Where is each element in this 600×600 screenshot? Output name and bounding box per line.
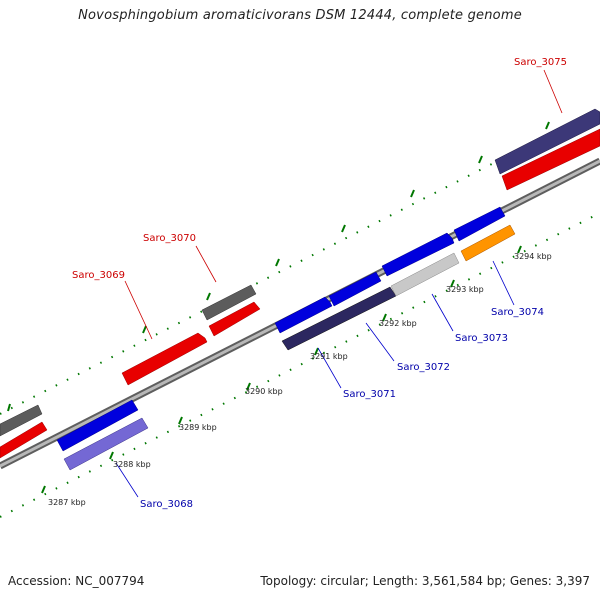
gene-feature-saro-3073[interactable] (381, 232, 455, 277)
gene-label-saro-3072[interactable]: Saro_3072 (397, 362, 450, 373)
gene-label-saro-3071[interactable]: Saro_3071 (343, 389, 396, 400)
major-tick (341, 224, 346, 233)
gene-feature-saro-3074[interactable] (453, 206, 506, 242)
major-tick (314, 347, 319, 356)
tick-label: 3291 kbp (310, 352, 348, 361)
gene-feature-saro-3072-lightgray[interactable] (390, 252, 460, 297)
leader-saro-3069 (124, 280, 153, 340)
tick-label: 3294 kbp (514, 252, 552, 261)
tick-label: 3293 kbp (446, 285, 484, 294)
gene-label-saro-3070[interactable]: Saro_3070 (143, 233, 196, 244)
major-tick (109, 451, 114, 460)
gene-feature-saro-3068-rev[interactable] (63, 417, 149, 471)
tick-label: 3288 kbp (113, 460, 151, 469)
major-tick (206, 292, 211, 301)
label-leaders (115, 69, 563, 498)
gene-feature-saro-3070[interactable] (208, 301, 261, 337)
gene-feature-saro-3070-gray[interactable] (201, 284, 257, 321)
tick-label: 3290 kbp (245, 387, 283, 396)
gene-feature-saro-3075-red[interactable] (501, 128, 600, 191)
gene-label-saro-3074[interactable]: Saro_3074 (491, 307, 544, 318)
gene-feature-saro-3069[interactable] (121, 332, 208, 386)
major-tick (410, 189, 415, 198)
gene-feature[interactable] (0, 404, 43, 437)
gene-feature-saro-3068[interactable] (56, 399, 139, 452)
gene-label-saro-3068[interactable]: Saro_3068 (140, 499, 193, 510)
tick-label: 3289 kbp (179, 423, 217, 432)
leader-saro-3070 (195, 245, 217, 283)
major-tick (545, 121, 550, 130)
gene-feature-saro-3071[interactable] (274, 296, 333, 334)
leader-saro-3068 (115, 462, 139, 498)
leader-saro-3072 (365, 322, 395, 362)
gene-feature[interactable] (0, 421, 48, 459)
major-tick (142, 325, 147, 334)
leader-saro-3075 (543, 69, 563, 114)
gene-label-saro-3069[interactable]: Saro_3069 (72, 270, 125, 281)
genome-summary: Topology: circular; Length: 3,561,584 bp… (260, 574, 590, 588)
map-title: Novosphingobium aromaticivorans DSM 1244… (78, 8, 522, 23)
accession-text: Accession: NC_007794 (8, 574, 145, 588)
major-tick (478, 155, 483, 164)
major-tick (450, 279, 455, 288)
major-tick (382, 313, 387, 322)
major-tick (517, 245, 522, 254)
tick-label: 3292 kbp (379, 319, 417, 328)
leader-saro-3073 (431, 293, 454, 332)
tick-labels: 3287 kbp 3288 kbp 3289 kbp 3290 kbp 3291… (48, 252, 552, 507)
major-tick (275, 258, 280, 267)
gene-labels[interactable]: Saro_3068 Saro_3069 Saro_3070 Saro_3071 … (72, 57, 567, 510)
gene-label-saro-3073[interactable]: Saro_3073 (455, 333, 508, 344)
leader-saro-3074 (492, 260, 515, 306)
inner-tick-guide (0, 212, 600, 518)
major-tick (41, 485, 46, 494)
tick-label: 3287 kbp (48, 498, 86, 507)
major-tick (246, 382, 251, 391)
leader-saro-3071 (317, 347, 342, 389)
major-tick (178, 416, 183, 425)
major-tick (7, 403, 11, 412)
gene-features[interactable] (0, 108, 600, 471)
gene-feature-saro-3075[interactable] (494, 108, 600, 175)
gene-label-saro-3075[interactable]: Saro_3075 (514, 57, 567, 68)
major-ticks (7, 121, 550, 494)
gene-feature-saro-3072[interactable] (328, 271, 382, 307)
gene-feature-saro-3074-orange[interactable] (460, 224, 516, 262)
